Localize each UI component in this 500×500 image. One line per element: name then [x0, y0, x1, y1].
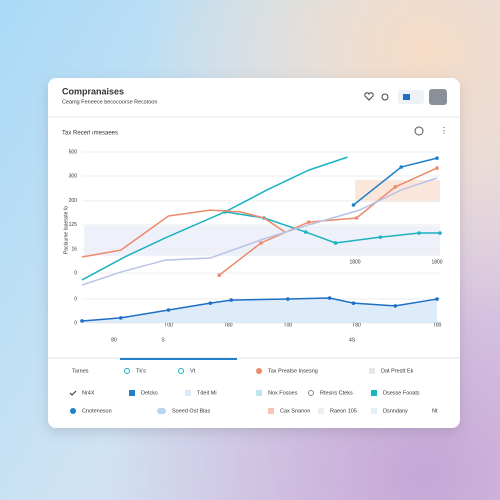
- point: [118, 316, 123, 320]
- y-tick-label: 16: [71, 246, 77, 252]
- legend-label: Cnoteneson: [82, 408, 112, 414]
- header-icons[interactable]: [364, 89, 447, 105]
- area: [82, 298, 438, 323]
- point: [399, 165, 404, 169]
- point: [208, 301, 213, 305]
- point: [306, 220, 311, 224]
- legend: Tarnes Tk's Vt Tax Preatse Insesng Dat Prest…: [69, 368, 438, 414]
- line: [81, 209, 286, 258]
- y-tick-label: 500: [69, 149, 78, 155]
- point: [166, 308, 171, 312]
- more-icon[interactable]: ⋮: [440, 126, 448, 135]
- point: [378, 235, 383, 239]
- point: [435, 297, 439, 301]
- y-tick-label: 0: [74, 270, 77, 276]
- point: [217, 273, 222, 277]
- legend-label: Tdeit Mi: [197, 390, 217, 396]
- toggle[interactable]: [398, 90, 424, 104]
- legend-label: Dsnndany: [383, 408, 408, 414]
- point: [354, 216, 359, 220]
- legend-label: Raeon 105: [330, 408, 357, 414]
- annotation: S: [161, 337, 165, 343]
- legend-label: Tk's: [136, 368, 146, 374]
- y-tick-label: 200: [69, 198, 78, 204]
- legend-label: Rtesirs Cteks: [320, 390, 353, 396]
- legend-marker: [124, 368, 130, 374]
- legend-label: Tarnes: [72, 368, 89, 374]
- x-tick-label: T00: [433, 322, 442, 328]
- annotation: 1800: [431, 259, 442, 265]
- legend-marker: [129, 390, 135, 396]
- info-icon[interactable]: [414, 126, 424, 136]
- legend-marker: [157, 408, 166, 414]
- legend-marker: [178, 368, 184, 374]
- legend-marker: [318, 408, 324, 414]
- legend-marker: [371, 390, 377, 396]
- legend-marker: [369, 368, 375, 374]
- point: [435, 166, 439, 170]
- legend-label: Nt: [432, 408, 438, 414]
- y-axis-label: Paclaume Iaaesste fo: [63, 206, 69, 254]
- x-tick-label: T00: [164, 322, 173, 328]
- point: [393, 185, 398, 189]
- point: [351, 203, 356, 207]
- y-tick-label: 0: [74, 296, 77, 302]
- legend-label: Dsesse Fooats: [383, 390, 420, 396]
- legend-marker: [268, 408, 274, 414]
- legend-label: Nox Fosoes: [268, 390, 298, 396]
- x-tick-label: T80: [224, 322, 233, 328]
- legend-marker: [69, 390, 77, 396]
- point: [259, 241, 263, 245]
- legend-marker: [185, 390, 191, 396]
- menu-button[interactable]: [429, 89, 447, 105]
- annotation: 80: [111, 337, 117, 343]
- legend-label: Nr4X: [82, 390, 95, 396]
- legend-marker: [70, 408, 76, 414]
- line: [218, 167, 438, 276]
- legend-label: Vt: [190, 368, 196, 374]
- point: [303, 230, 308, 234]
- point: [393, 304, 398, 308]
- legend-label: Detcks: [141, 390, 158, 396]
- point: [80, 319, 84, 323]
- y-tick-label: 0: [74, 320, 77, 326]
- point: [435, 156, 439, 160]
- legend-marker: [371, 408, 377, 414]
- annotation: 1800: [349, 259, 360, 265]
- legend-label: Cax Snanon: [280, 408, 310, 414]
- legend-label: Soeed Ost Blas: [172, 408, 210, 414]
- search-icon[interactable]: [381, 93, 389, 101]
- legend-marker: [256, 368, 262, 374]
- legend-label: Tax Preatse Insesng: [268, 368, 318, 374]
- legend-marker: [308, 390, 314, 396]
- y-tick-label: 125: [69, 222, 78, 228]
- point: [327, 296, 332, 300]
- point: [417, 231, 421, 235]
- point: [286, 297, 290, 301]
- band: [84, 226, 440, 256]
- legend-label: Dat Prestt Ek: [381, 368, 414, 374]
- x-tick-label: T80: [352, 322, 361, 328]
- point: [229, 298, 233, 302]
- annotation: 4S: [349, 337, 356, 343]
- line: [81, 297, 438, 322]
- subtitle: Ceamg Feneece becocoorse Recstoon: [62, 99, 157, 105]
- chart-title: Tax Recerl ımesaees: [62, 131, 118, 137]
- title: Compranaises: [62, 86, 124, 96]
- legend-marker: [256, 390, 262, 396]
- point: [351, 301, 356, 305]
- toggle-icon: [403, 94, 410, 100]
- favorite-icon[interactable]: [364, 92, 374, 101]
- line: [81, 177, 438, 286]
- point: [438, 231, 442, 235]
- x-tick-label: T00: [284, 322, 293, 328]
- y-tick-label: 300: [69, 173, 78, 179]
- point: [333, 241, 338, 245]
